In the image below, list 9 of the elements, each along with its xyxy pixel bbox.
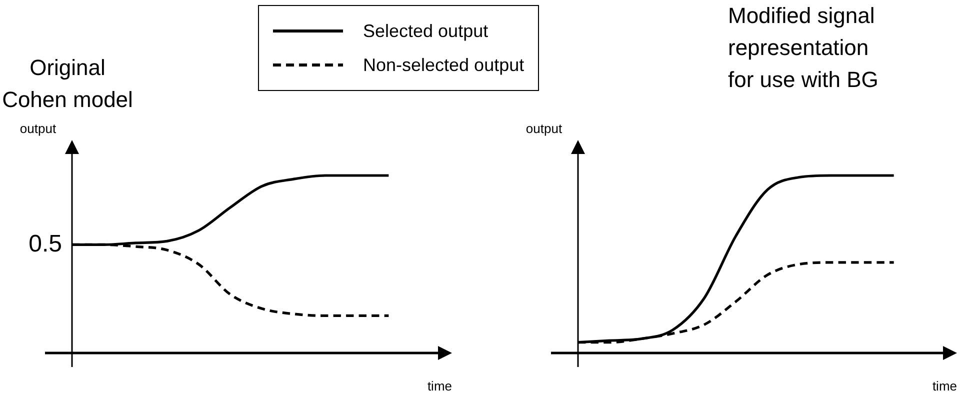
x-axis-title: time xyxy=(427,378,452,394)
annotation: 0.5 xyxy=(28,230,62,258)
chart-title: Original Cohen model xyxy=(1,54,134,114)
legend-label: Non-selected output xyxy=(363,54,524,77)
legend-label: Selected output xyxy=(363,20,488,43)
x-axis-title: time xyxy=(932,378,957,394)
chart-title: Modified signal representation for use with BG xyxy=(728,2,880,94)
y-axis-title: output xyxy=(526,121,562,136)
y-axis-title: output xyxy=(20,121,56,136)
